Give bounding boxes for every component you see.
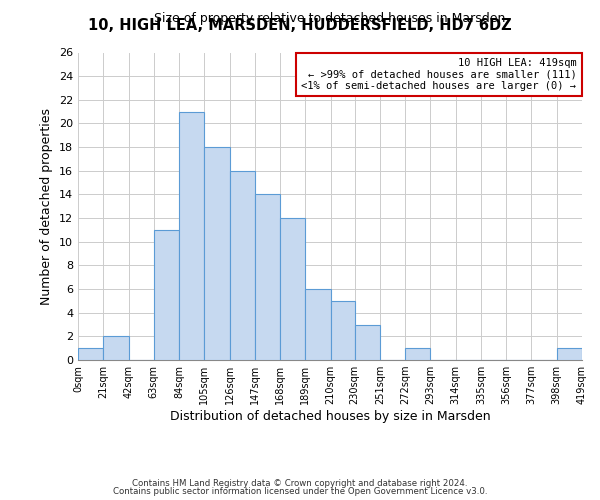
X-axis label: Distribution of detached houses by size in Marsden: Distribution of detached houses by size … (170, 410, 490, 423)
Text: Contains HM Land Registry data © Crown copyright and database right 2024.: Contains HM Land Registry data © Crown c… (132, 478, 468, 488)
Text: Contains public sector information licensed under the Open Government Licence v3: Contains public sector information licen… (113, 487, 487, 496)
Bar (179, 112, 205, 360)
Bar (205, 147, 230, 360)
Bar (154, 230, 179, 360)
Bar (280, 218, 305, 360)
Bar (255, 194, 280, 360)
Bar (78, 348, 103, 360)
Bar (331, 301, 355, 360)
Bar (557, 348, 582, 360)
Text: 10 HIGH LEA: 419sqm
← >99% of detached houses are smaller (111)
<1% of semi-deta: 10 HIGH LEA: 419sqm ← >99% of detached h… (301, 58, 577, 92)
Y-axis label: Number of detached properties: Number of detached properties (40, 108, 53, 304)
Text: 10, HIGH LEA, MARSDEN, HUDDERSFIELD, HD7 6DZ: 10, HIGH LEA, MARSDEN, HUDDERSFIELD, HD7… (88, 18, 512, 32)
Title: Size of property relative to detached houses in Marsden: Size of property relative to detached ho… (154, 12, 506, 25)
Bar (103, 336, 128, 360)
Bar (405, 348, 430, 360)
Bar (305, 289, 331, 360)
Bar (355, 324, 380, 360)
Bar (230, 171, 255, 360)
